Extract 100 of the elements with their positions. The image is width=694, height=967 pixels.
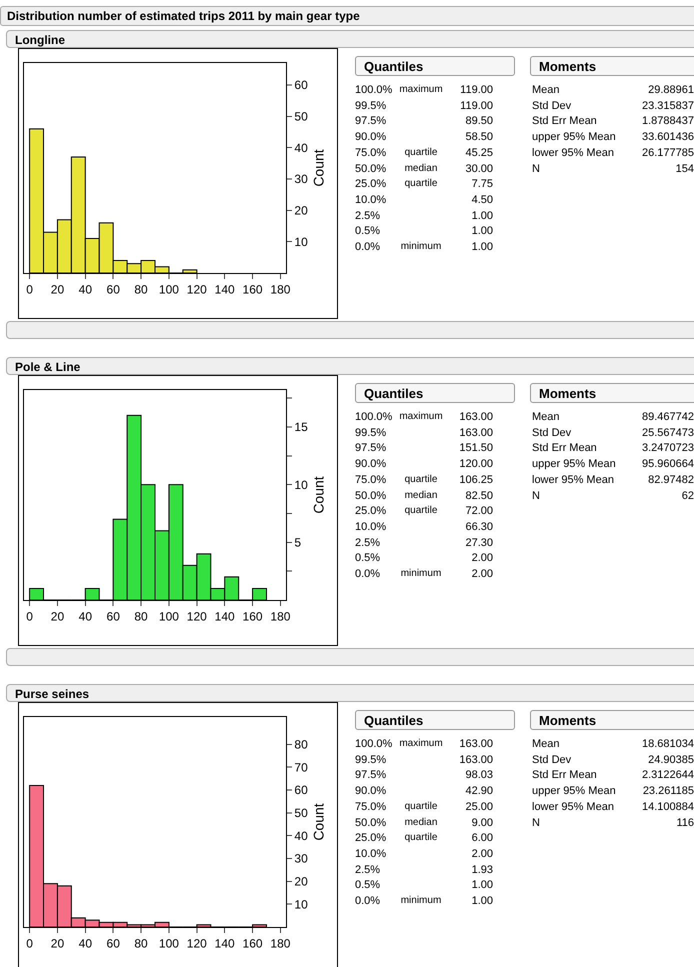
text: Moments <box>530 383 694 403</box>
text: median <box>404 816 438 828</box>
text: 151.50 <box>459 442 493 454</box>
text: 154 <box>676 162 694 174</box>
text: 99.5% <box>355 426 386 439</box>
text: 0.0% <box>355 241 380 253</box>
text: upper 95% Mean <box>532 458 616 470</box>
text: minimum <box>400 241 442 252</box>
text: 1.00 <box>472 879 493 892</box>
text: Std Dev <box>532 426 572 439</box>
text: 26.177785 <box>642 146 694 159</box>
x-tick-label: 180 <box>270 936 291 950</box>
text: quartile <box>404 832 438 844</box>
text: 1.00 <box>472 225 493 238</box>
y-tick-label: 10 <box>294 234 308 249</box>
x-tick-label: 60 <box>106 936 120 950</box>
text: median <box>404 490 438 500</box>
x-tick-label: 60 <box>106 282 120 296</box>
x-tick-label: 80 <box>134 609 148 624</box>
text: 50.0% <box>355 162 386 174</box>
text: 45.25 <box>465 146 493 159</box>
text: 23.261185 <box>642 785 694 798</box>
text: 24.90385 <box>648 754 694 766</box>
x-tick-label: 160 <box>242 936 263 950</box>
text: 58.50 <box>465 131 493 144</box>
text: 90.0% <box>355 785 386 798</box>
text: 82.97482 <box>648 474 694 486</box>
text: maximum <box>398 84 444 95</box>
text: Mean <box>532 84 560 96</box>
y-tick-label: 5 <box>294 536 302 550</box>
y-tick-label: 10 <box>294 478 308 492</box>
y-axis-title: Count <box>310 803 326 841</box>
chart-title: Pole & Line <box>6 357 694 375</box>
text: 0.5% <box>355 225 380 238</box>
text: Quantiles <box>355 56 515 76</box>
text: Quantiles <box>355 710 515 730</box>
text: 0.0% <box>355 568 380 580</box>
text: 4.50 <box>472 194 493 206</box>
text: Quantiles <box>355 383 515 403</box>
y-tick-label: 80 <box>294 738 308 752</box>
text: 29.88961 <box>648 84 694 96</box>
y-tick-label: 30 <box>294 852 308 866</box>
text: 119.00 <box>460 84 493 96</box>
text: N <box>532 816 540 828</box>
x-tick-label: 0 <box>26 282 34 296</box>
text: 1.00 <box>472 895 493 907</box>
text: 10.0% <box>355 194 386 206</box>
y-tick-label: 30 <box>294 172 308 186</box>
text: 99.5% <box>355 754 386 766</box>
x-tick-label: 20 <box>50 609 64 624</box>
x-tick-label: 140 <box>214 936 236 950</box>
text: 97.5% <box>355 769 386 782</box>
text: 9.00 <box>472 816 493 828</box>
text: 0.0% <box>355 895 380 907</box>
text: 75.0% <box>355 146 386 159</box>
text: N <box>532 162 540 174</box>
text: maximum <box>398 738 444 749</box>
text: quartile <box>404 178 438 190</box>
x-tick-label: 120 <box>186 936 208 950</box>
x-tick-label: 120 <box>186 282 208 296</box>
chart-title: Purse seines <box>6 684 694 702</box>
text: Moments <box>530 710 694 730</box>
text: 62 <box>682 490 694 502</box>
text: 163.00 <box>459 738 493 750</box>
text: 89.50 <box>465 115 493 128</box>
text: Std Err Mean <box>532 115 597 128</box>
text: 18.681034 <box>642 738 694 750</box>
text: 25.00 <box>465 800 493 813</box>
x-tick-label: 20 <box>50 282 64 296</box>
text: lower 95% Mean <box>532 146 614 159</box>
text: upper 95% Mean <box>532 785 616 798</box>
x-tick-label: 160 <box>242 609 263 624</box>
chart-title: Longline <box>6 30 694 48</box>
text: 10.0% <box>355 520 386 533</box>
y-tick-label: 15 <box>294 420 308 434</box>
y-tick-label: 50 <box>294 806 308 820</box>
text: 25.0% <box>355 178 386 190</box>
y-tick-label: 70 <box>294 760 308 774</box>
text: N <box>532 490 540 502</box>
x-tick-label: 180 <box>270 282 291 296</box>
text: 99.5% <box>355 100 386 112</box>
x-tick-label: 40 <box>78 936 92 950</box>
y-tick-label: 10 <box>294 897 308 912</box>
text: 2.5% <box>355 864 380 876</box>
text: 2.5% <box>355 210 380 222</box>
text: 106.25 <box>459 474 493 486</box>
y-tick-label: 60 <box>294 78 308 92</box>
text: 33.601436 <box>642 131 694 144</box>
y-axis-title: Count <box>310 149 326 187</box>
text: 7.75 <box>472 178 493 190</box>
text: Distribution number of estimated trips 2011 by main gear type <box>0 6 694 26</box>
y-tick-label: 50 <box>294 109 308 124</box>
text: 1.00 <box>472 210 493 222</box>
x-tick-label: 0 <box>26 609 34 624</box>
text: 116 <box>676 816 694 828</box>
text: lower 95% Mean <box>532 800 614 813</box>
text: 95.960664 <box>642 458 694 470</box>
text: 163.00 <box>459 411 493 423</box>
text: 30.00 <box>465 162 493 174</box>
text: 0.5% <box>355 879 380 892</box>
